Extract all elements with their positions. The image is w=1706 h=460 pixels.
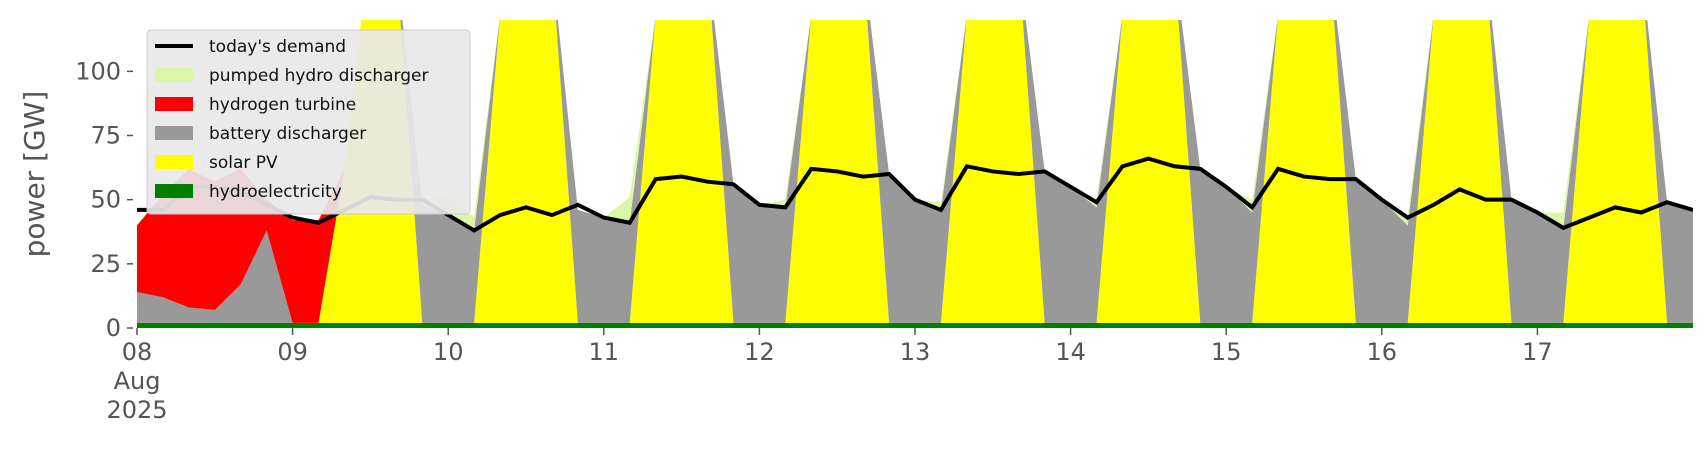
legend-swatch <box>155 155 193 169</box>
legend-box <box>146 29 471 215</box>
x-tick-label: 09 <box>277 338 308 366</box>
area <box>137 322 1693 328</box>
y-tick-label: 50 <box>90 186 121 214</box>
legend: today's demand pumped hydro discharger hyd… <box>146 29 471 215</box>
y-tick-label: 25 <box>90 250 121 278</box>
legend-label: hydroelectricity <box>209 182 342 202</box>
y-tick-label: 75 <box>90 122 121 150</box>
axes: 0 25 50 75 100 08 Aug 2025 09 10 11 12 13 14 15 16 17 <box>75 57 1552 424</box>
y-axis-label: power [GW] <box>18 91 51 258</box>
x-tick-label: 10 <box>433 338 464 366</box>
legend-swatch <box>155 97 193 111</box>
legend-swatch <box>155 126 193 140</box>
plot-area <box>137 20 1693 328</box>
legend-label: solar PV <box>209 153 278 173</box>
y-tick-label: 0 <box>106 314 121 342</box>
x-tick-label: 13 <box>900 338 931 366</box>
legend-label: today's demand <box>209 37 346 57</box>
legend-label: pumped hydro discharger <box>209 66 428 86</box>
x-tick-label: 14 <box>1055 338 1086 366</box>
x-tick-label: 16 <box>1367 338 1398 366</box>
y-tick-label: 100 <box>75 57 121 85</box>
legend-swatch <box>155 184 193 198</box>
x-tick-label: 17 <box>1522 338 1553 366</box>
legend-swatch <box>155 68 193 82</box>
x-tick-label: 08 Aug 2025 <box>106 338 167 424</box>
x-tick-label: 12 <box>744 338 775 366</box>
x-tick-label: 11 <box>589 338 620 366</box>
x-tick-label: 15 <box>1211 338 1242 366</box>
legend-label: battery discharger <box>209 124 366 144</box>
legend-label: hydrogen turbine <box>209 95 356 115</box>
area <box>137 20 1693 323</box>
area <box>137 20 1693 323</box>
area <box>137 20 1693 323</box>
